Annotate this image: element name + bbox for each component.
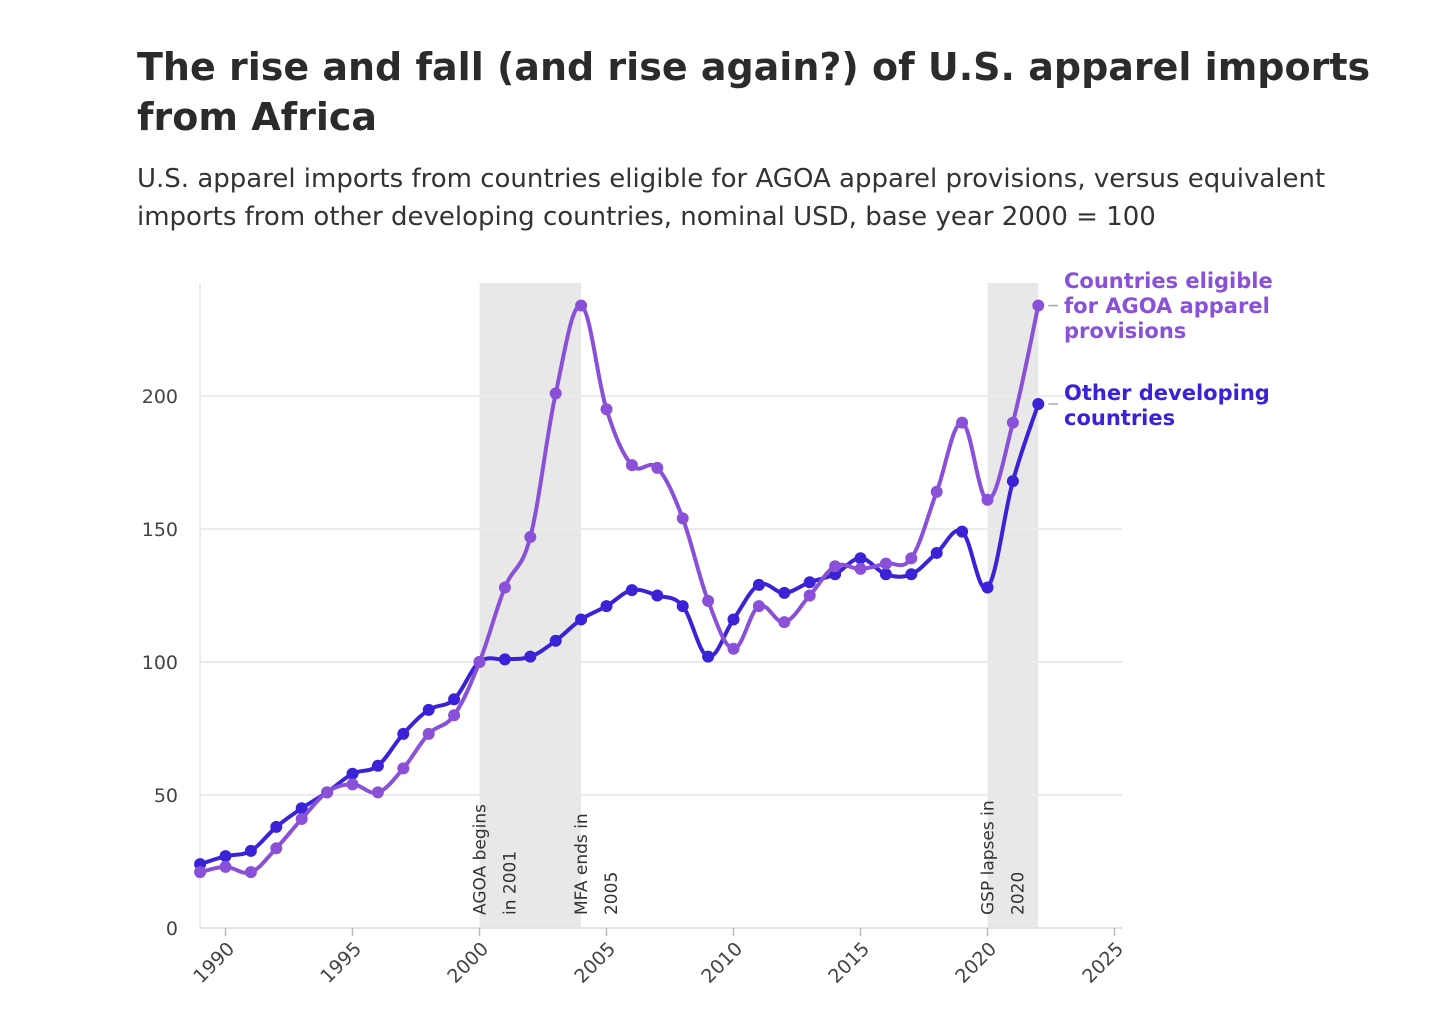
data-point-agoa bbox=[905, 552, 918, 565]
data-point-other bbox=[575, 613, 588, 626]
period-annotation-text: in 2001 bbox=[501, 851, 521, 915]
data-point-agoa bbox=[346, 778, 359, 791]
x-tick-label: 2015 bbox=[824, 938, 874, 988]
data-point-other bbox=[676, 600, 689, 613]
series-label-agoa: Countries eligible bbox=[1064, 269, 1273, 293]
data-point-agoa bbox=[956, 416, 969, 429]
data-point-agoa bbox=[397, 762, 410, 775]
data-point-agoa bbox=[879, 557, 892, 570]
data-point-agoa bbox=[1006, 416, 1019, 429]
period-annotations: AGOA begins in 2001 MFA ends in 2005 GSP lap… bbox=[471, 800, 1029, 915]
data-point-other bbox=[295, 802, 308, 815]
data-point-other bbox=[244, 844, 257, 857]
x-tick-label: 1995 bbox=[316, 938, 366, 988]
y-tick-label: 100 bbox=[142, 652, 178, 674]
x-tick-label: 2010 bbox=[697, 938, 747, 988]
data-point-other bbox=[219, 850, 232, 863]
data-point-agoa bbox=[524, 530, 537, 543]
data-point-agoa bbox=[930, 485, 943, 498]
data-point-other bbox=[422, 703, 435, 716]
data-point-other bbox=[397, 727, 410, 740]
period-annotation-text: MFA ends in bbox=[572, 813, 592, 915]
data-point-other bbox=[905, 568, 918, 581]
data-point-other bbox=[346, 767, 359, 780]
data-point-other bbox=[803, 576, 816, 589]
series-label-agoa: provisions bbox=[1064, 319, 1186, 343]
data-point-agoa bbox=[1032, 299, 1045, 312]
data-point-agoa bbox=[829, 560, 842, 573]
period-annotation-text: 2020 bbox=[1009, 872, 1029, 915]
data-point-agoa bbox=[270, 842, 283, 855]
data-point-other bbox=[778, 586, 791, 599]
data-point-agoa bbox=[676, 512, 689, 525]
data-point-agoa bbox=[295, 812, 308, 825]
shaded-period-0 bbox=[479, 283, 582, 928]
data-point-other bbox=[752, 578, 765, 591]
data-point-agoa bbox=[422, 727, 435, 740]
data-point-other bbox=[1032, 397, 1045, 410]
y-tick-label: 0 bbox=[166, 918, 178, 940]
data-point-agoa bbox=[244, 866, 257, 879]
y-tick-label: 200 bbox=[142, 386, 178, 408]
data-point-agoa bbox=[702, 594, 715, 607]
data-point-other bbox=[371, 759, 384, 772]
series-label-other: countries bbox=[1064, 406, 1175, 430]
chart-title: The rise and fall (and rise again?) of U… bbox=[137, 45, 1371, 139]
data-point-agoa bbox=[803, 589, 816, 602]
chart-subtitle: U.S. apparel imports from countries elig… bbox=[137, 164, 1326, 232]
data-point-other bbox=[956, 525, 969, 538]
data-point-agoa bbox=[371, 786, 384, 799]
x-tick-label: 2005 bbox=[570, 938, 620, 988]
data-point-agoa bbox=[854, 562, 867, 575]
x-tick-label: 2025 bbox=[1078, 938, 1128, 988]
series-agoa bbox=[194, 299, 1045, 879]
period-annotation-text: 2005 bbox=[602, 872, 622, 915]
data-point-agoa bbox=[625, 459, 638, 472]
data-point-other bbox=[498, 653, 511, 666]
data-point-agoa bbox=[448, 709, 461, 722]
data-point-other bbox=[549, 634, 562, 647]
data-point-agoa bbox=[473, 656, 486, 668]
x-tick-label: 1990 bbox=[189, 938, 239, 988]
data-point-other bbox=[930, 546, 943, 559]
x-tick-label: 2000 bbox=[443, 938, 493, 988]
series-lines bbox=[194, 299, 1045, 879]
data-point-agoa bbox=[600, 403, 613, 416]
data-point-agoa bbox=[778, 616, 791, 629]
period-annotation-text: GSP lapses in bbox=[979, 800, 999, 915]
y-tick-label: 150 bbox=[142, 519, 178, 541]
data-point-other bbox=[600, 600, 613, 613]
data-point-other bbox=[651, 589, 664, 602]
gridlines bbox=[199, 283, 1122, 928]
data-point-other bbox=[981, 581, 994, 594]
data-point-other bbox=[270, 820, 283, 833]
y-tick-label: 50 bbox=[154, 785, 178, 807]
x-tick-label: 2020 bbox=[951, 938, 1001, 988]
data-point-other bbox=[727, 613, 740, 626]
data-point-agoa bbox=[219, 860, 232, 873]
data-point-agoa bbox=[651, 461, 664, 474]
data-point-other bbox=[448, 693, 461, 706]
data-point-agoa bbox=[752, 600, 765, 613]
series-label-agoa: for AGOA apparel bbox=[1064, 294, 1270, 318]
data-point-other bbox=[879, 568, 892, 581]
data-point-other bbox=[625, 584, 638, 597]
data-point-other bbox=[854, 552, 867, 565]
series-label-other: Other developing bbox=[1064, 381, 1270, 405]
data-point-other bbox=[1006, 475, 1019, 488]
shaded-period-1 bbox=[987, 283, 1039, 928]
data-point-agoa bbox=[981, 493, 994, 506]
data-point-agoa bbox=[549, 387, 562, 400]
data-point-agoa bbox=[727, 642, 740, 655]
data-point-agoa bbox=[575, 299, 588, 312]
data-point-agoa bbox=[321, 786, 334, 799]
data-point-other bbox=[524, 650, 537, 663]
data-point-agoa bbox=[498, 581, 511, 594]
period-annotation-text: AGOA begins bbox=[471, 804, 491, 915]
data-point-agoa bbox=[194, 866, 207, 879]
data-point-other bbox=[702, 650, 715, 663]
